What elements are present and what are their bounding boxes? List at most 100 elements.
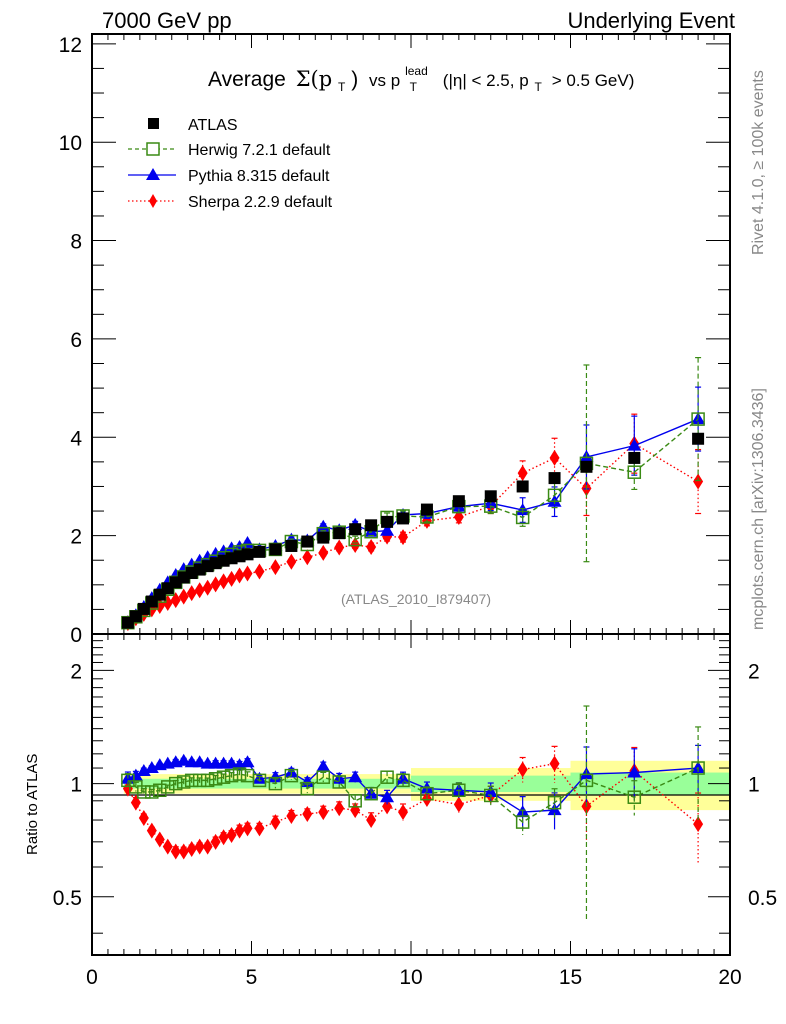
data-point-pythia [627,438,642,451]
ratio-point-sherpa [194,838,205,855]
ratio-point-herwig [284,768,299,783]
ratio-y-tick-label-right: 2 [748,660,760,683]
ratio-point-pythia [268,770,283,783]
ratio-point-sherpa [254,820,265,837]
data-point-sherpa [218,573,229,590]
ratio-point-sherpa [226,826,237,843]
ratio-band-1sigma [123,778,252,789]
series-atlas [121,432,705,629]
title-close: ) [351,68,358,91]
x-tick-label: 15 [559,966,582,989]
title-sub-t2: T [410,80,418,94]
ratio-point-pythia [240,755,255,768]
ratio-point-sherpa [178,843,189,860]
ratio-point-pythia [176,753,191,766]
ratio-point-herwig [252,773,267,788]
data-point-atlas [548,472,561,485]
legend-pythia-label: Pythia 8.315 default [188,168,330,185]
ratio-point-herwig [332,775,346,789]
ratio-data-layer [120,705,706,921]
ratio-series-sherpa [122,745,704,863]
title-sigma: Σ(p [296,67,332,91]
data-point-sherpa [178,588,189,605]
ratio-point-herwig [145,785,159,799]
data-point-atlas [333,527,346,540]
main-y-tick-label: 2 [70,526,82,549]
data-point-atlas [253,545,266,558]
data-point-atlas [381,515,394,528]
main-y-tick-label: 8 [70,231,82,254]
data-point-herwig [627,465,642,479]
main-y-tick-label: 6 [70,329,82,352]
ratio-point-herwig [192,773,207,788]
data-point-sherpa [186,585,197,602]
ratio-point-herwig [184,773,199,788]
header-right: Underlying Event [567,8,735,33]
data-point-sherpa [202,579,213,596]
ratio-point-herwig [420,786,434,801]
ratio-point-herwig [137,785,151,799]
ratio-point-herwig [232,767,247,781]
legend-entry-herwig: Herwig 7.2.1 default [128,142,331,159]
data-point-sherpa [270,559,281,576]
ratio-line-herwig [127,767,699,823]
ratio-point-sherpa [334,800,345,817]
legend-sherpa-label: Sherpa 2.2.9 default [188,194,333,211]
ratio-point-sherpa [549,755,560,772]
x-tick-label: 5 [246,966,258,989]
ratio-point-herwig [168,776,183,791]
x-tick-label: 20 [718,966,741,989]
data-point-atlas [317,531,330,544]
data-point-sherpa [549,449,560,466]
x-tick-labels: 0 5 10 15 20 [86,966,742,989]
title-sub-t3: T [535,80,543,94]
legend-atlas-label: ATLAS [188,117,238,134]
ratio-point-pythia [348,770,363,783]
data-point-sherpa [170,592,181,609]
ratio-series-herwig [121,705,705,921]
legend-herwig-marker [146,142,160,156]
ratio-point-sherpa [517,761,528,778]
main-y-tick-label: 4 [70,427,82,450]
data-point-sherpa [194,582,205,599]
data-point-sherpa [398,529,409,546]
data-point-herwig [691,412,705,426]
data-point-sherpa [366,538,377,555]
x-tick-label: 10 [399,966,422,989]
ratio-point-herwig [579,773,594,788]
ratio-point-herwig [515,815,530,829]
title-sup-lead: lead [405,64,428,78]
ratio-point-pythia [224,756,239,769]
ratio-point-pythia [316,759,331,772]
ratio-point-sherpa [453,796,464,813]
ratio-line-sherpa [127,762,699,853]
ratio-point-sherpa [366,812,377,829]
data-point-atlas [397,512,410,525]
ratio-point-herwig [176,775,191,789]
data-point-atlas [580,460,593,473]
ratio-point-sherpa [202,838,213,855]
ratio-point-herwig [380,770,394,784]
title-vs: vs p [369,71,400,90]
ratio-point-pythia [128,768,143,781]
data-point-pythia [380,523,395,536]
ratio-point-herwig [216,770,231,784]
legend-entry-pythia: Pythia 8.315 default [128,168,330,185]
ratio-point-pythia [192,755,207,768]
ratio-point-sherpa [270,814,281,831]
data-point-sherpa [254,563,265,580]
ratio-point-herwig [208,772,223,786]
main-y-tick-label: 10 [59,132,82,155]
ratio-point-herwig [268,776,283,791]
data-point-sherpa [334,539,345,556]
ratio-y-tick-label: 0.5 [53,887,82,910]
ratio-point-herwig [627,790,642,804]
ratio-point-sherpa [398,804,409,821]
legend-pythia-marker [146,168,160,180]
ratio-point-sherpa [130,794,141,811]
legend-atlas-marker [148,118,159,129]
title-cuts-a: (|η| < 2.5, p [443,71,529,90]
data-point-sherpa [517,465,528,482]
ratio-point-herwig [161,780,175,794]
